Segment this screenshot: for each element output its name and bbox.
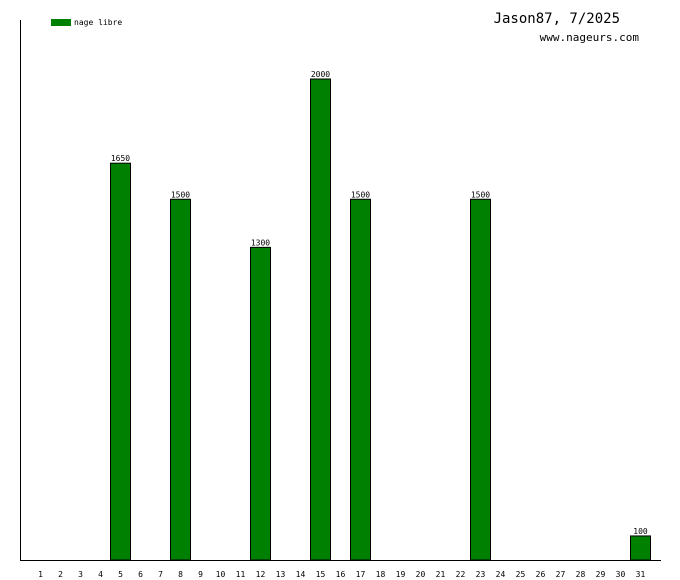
x-tick-label-31: 31 [636,570,646,579]
data-label-day-23: 1500 [471,190,490,199]
x-tick-label-23: 23 [476,570,486,579]
x-tick-label-27: 27 [556,570,566,579]
data-label-day-15: 2000 [311,70,330,79]
x-tick-label-12: 12 [256,570,266,579]
chart-title: Jason87, 7/2025 [494,11,620,27]
x-tick-label-30: 30 [616,570,626,579]
x-tick-label-19: 19 [396,570,406,579]
x-tick-label-28: 28 [576,570,586,579]
x-tick-label-9: 9 [198,570,203,579]
x-tick-label-26: 26 [536,570,546,579]
data-label-day-12: 1300 [251,238,270,247]
x-tick-label-16: 16 [336,570,346,579]
bar-day-15 [310,78,331,561]
legend-swatch [51,19,71,26]
bar-day-12 [250,246,271,561]
x-tick-label-21: 21 [436,570,446,579]
data-label-day-31: 100 [633,527,648,536]
x-tick-label-14: 14 [296,570,306,579]
data-label-day-8: 1500 [171,190,190,199]
x-tick-label-6: 6 [138,570,143,579]
x-tick-label-7: 7 [158,570,163,579]
bar-day-23 [470,198,491,561]
bar-day-17 [350,198,371,561]
x-tick-label-3: 3 [78,570,83,579]
x-tick-labels: 1 2 3 4 5 6 7 8 9 10 11 12 13 14 15 16 17 18 19 20 21 22 23 24 2… [38,570,645,579]
data-label-day-17: 1500 [351,190,370,199]
bar-day-5 [110,162,131,561]
x-tick-label-10: 10 [216,570,226,579]
x-tick-label-17: 17 [356,570,366,579]
x-tick-label-25: 25 [516,570,526,579]
chart-subtitle: www.nageurs.com [540,31,640,44]
x-tick-label-24: 24 [496,570,506,579]
bars-group: 1650 1500 1300 2000 1500 1500 100 [110,70,651,561]
data-label-day-5: 1650 [111,154,130,163]
x-tick-label-2: 2 [58,570,63,579]
x-tick-label-15: 15 [316,570,326,579]
bar-day-31 [630,535,651,561]
bar-day-8 [170,198,191,561]
x-tick-label-13: 13 [276,570,286,579]
x-tick-label-11: 11 [236,570,246,579]
x-tick-label-4: 4 [98,570,103,579]
x-tick-label-18: 18 [376,570,386,579]
legend-label: nage libre [74,18,122,27]
x-tick-label-22: 22 [456,570,466,579]
x-tick-label-5: 5 [118,570,123,579]
x-tick-label-29: 29 [596,570,606,579]
x-tick-label-20: 20 [416,570,426,579]
x-tick-label-8: 8 [178,570,183,579]
x-tick-label-1: 1 [38,570,43,579]
